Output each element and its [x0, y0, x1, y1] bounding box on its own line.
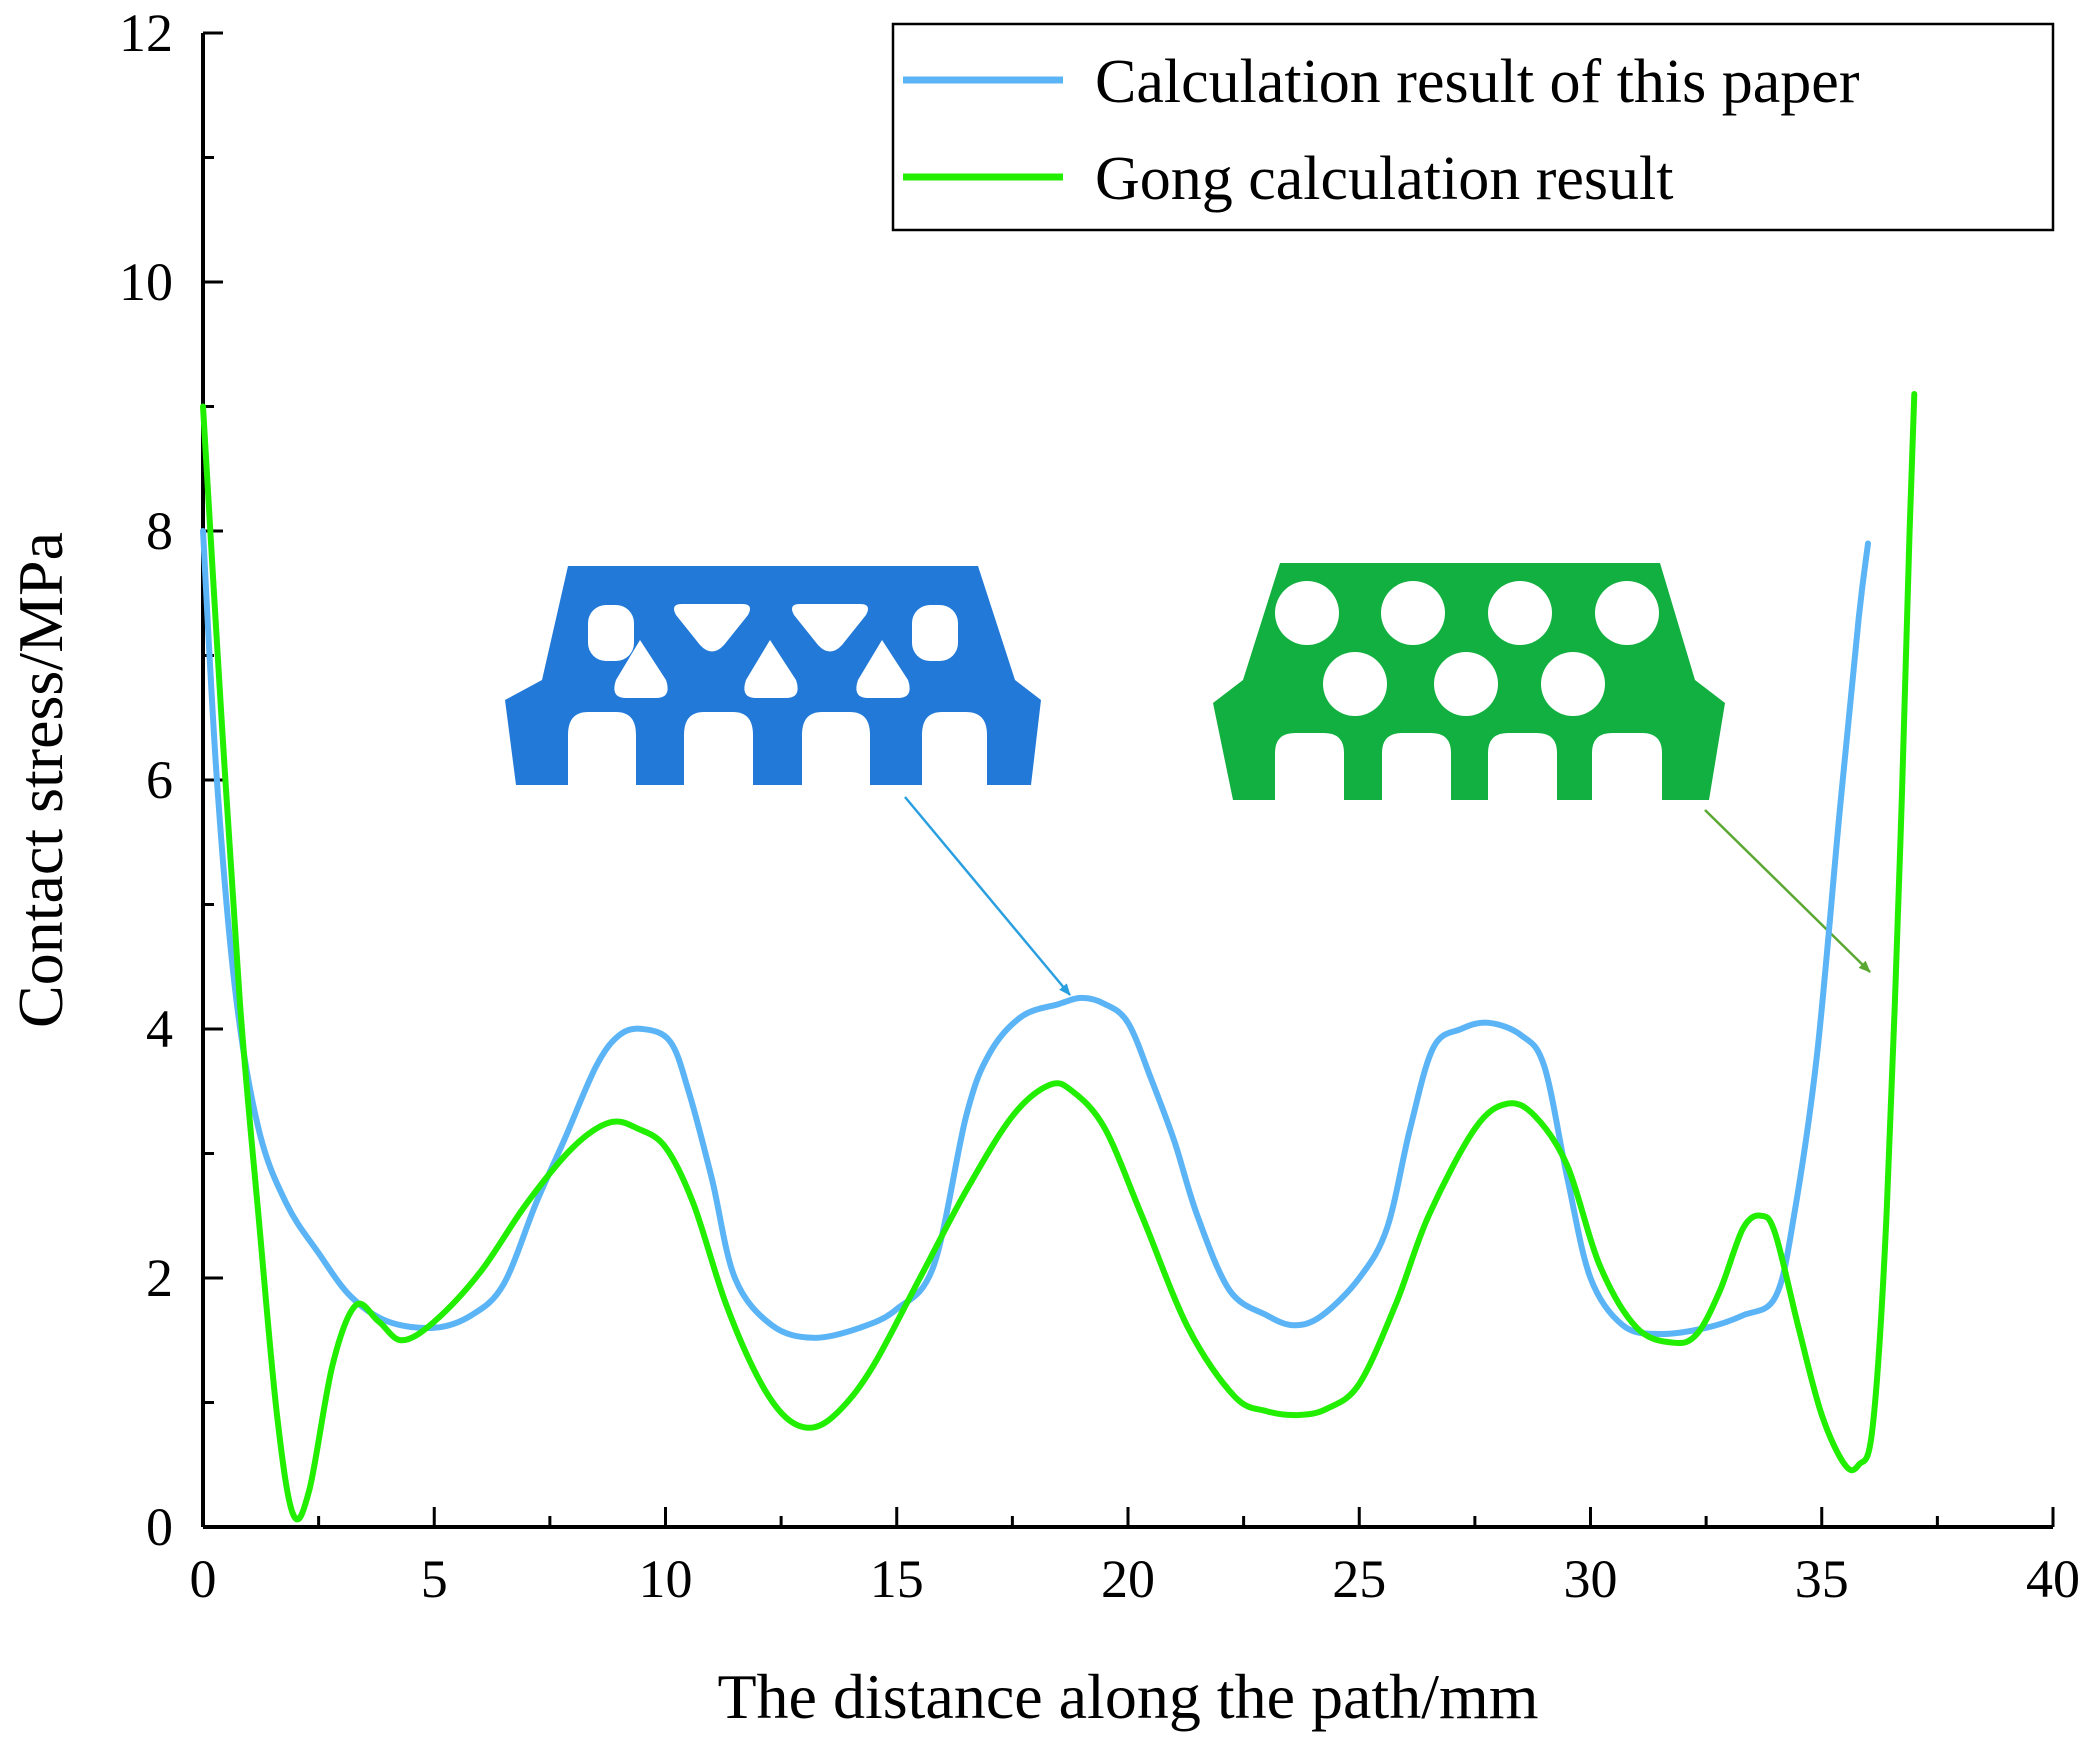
- y-tick-label: 10: [119, 252, 173, 312]
- green-hole: [1541, 652, 1605, 716]
- y-axis-title: Contact stress/MPa: [5, 532, 76, 1028]
- legend-label-gong-result: Gong calculation result: [1095, 145, 1674, 213]
- x-tick-label: 40: [2026, 1549, 2080, 1609]
- x-ticks: 0 5 10 15 20 25 30 35 40: [190, 1507, 2080, 1609]
- y-tick-label: 0: [146, 1497, 173, 1557]
- green-circular-honeycomb-section: [1213, 563, 1725, 800]
- blue-annotation-arrow: [904, 796, 1071, 996]
- x-tick-label: 20: [1101, 1549, 1155, 1609]
- x-tick-label: 25: [1332, 1549, 1386, 1609]
- x-tick-label: 10: [639, 1549, 693, 1609]
- blue-hole: [674, 604, 750, 652]
- blue-hole: [614, 640, 668, 698]
- green-hole: [1434, 652, 1498, 716]
- green-hole: [1595, 581, 1659, 645]
- x-tick-label: 0: [190, 1549, 217, 1609]
- y-tick-label: 2: [146, 1248, 173, 1308]
- series-line-gong-result: [200, 391, 1918, 1523]
- blue-hole: [912, 605, 958, 661]
- blue-hole: [792, 604, 868, 652]
- blue-hole: [744, 640, 798, 698]
- blue-triangular-honeycomb-section: [505, 566, 1041, 785]
- blue-hole: [856, 640, 910, 698]
- legend: Calculation result of this paper Gong ca…: [891, 22, 2055, 232]
- x-tick-label: 30: [1564, 1549, 1618, 1609]
- x-axis-title: The distance along the path/mm: [717, 1661, 1538, 1732]
- green-hole: [1381, 581, 1445, 645]
- series-line-calculation-result: [200, 528, 1871, 1341]
- blue-section-holes: [588, 604, 958, 698]
- x-tick-label: 15: [870, 1549, 924, 1609]
- series-layer: [200, 391, 1918, 1523]
- green-section-holes: [1275, 581, 1659, 716]
- green-hole: [1275, 581, 1339, 645]
- axes: [201, 33, 2053, 1529]
- x-tick-label: 35: [1795, 1549, 1849, 1609]
- y-tick-label: 6: [146, 750, 173, 810]
- green-hole: [1323, 652, 1387, 716]
- green-hole: [1488, 581, 1552, 645]
- legend-box: [891, 22, 2055, 232]
- y-tick-label: 4: [146, 999, 173, 1059]
- blue-hole: [588, 605, 634, 661]
- green-annotation-arrow: [1704, 809, 1871, 973]
- y-tick-label: 12: [119, 3, 173, 63]
- legend-label-calculation-result: Calculation result of this paper: [1095, 48, 1860, 116]
- x-tick-label: 5: [421, 1549, 448, 1609]
- y-tick-label: 8: [146, 501, 173, 561]
- y-ticks: 0 2 4 6 8 10 12: [119, 3, 223, 1557]
